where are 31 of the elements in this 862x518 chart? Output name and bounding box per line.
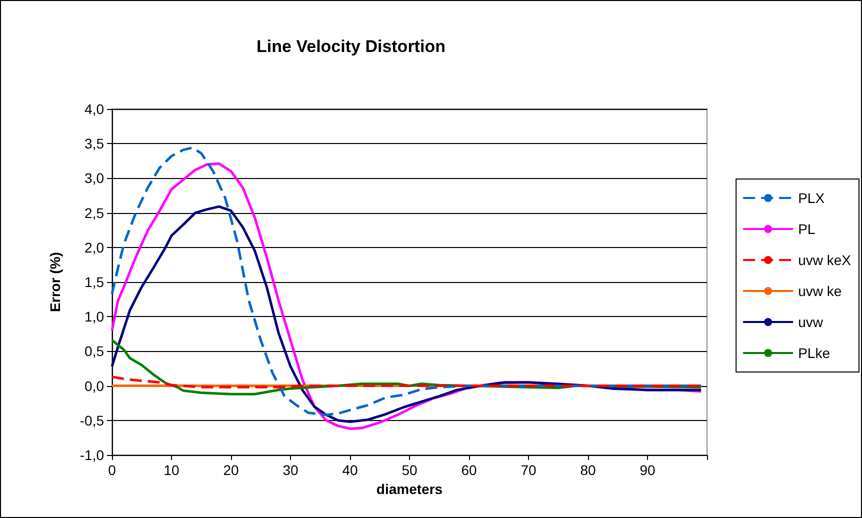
x-tick-label: 20	[223, 462, 239, 478]
y-tick-label: 2,5	[84, 204, 104, 221]
x-tick-label: 50	[402, 462, 418, 478]
x-tick-label: 70	[520, 462, 536, 478]
chart-title: Line Velocity Distortion	[256, 37, 446, 56]
x-tick-label: 90	[640, 462, 656, 478]
y-tick-label: 2,0	[84, 239, 104, 256]
x-tick-label: 40	[342, 462, 358, 478]
y-tick-label: 0,5	[84, 343, 104, 360]
x-tick-label: 80	[580, 462, 596, 478]
legend-label: uvw ke	[798, 283, 842, 299]
x-tick-label: 0	[108, 462, 116, 478]
legend-label: PLX	[798, 190, 826, 206]
y-tick-label: 3,0	[84, 170, 104, 186]
y-tick-label: 1,0	[84, 308, 104, 325]
legend-label: PLke	[798, 345, 830, 361]
legend-label: uvw	[798, 314, 824, 330]
line-series	[110, 205, 702, 424]
legend-label: uvw keX	[798, 252, 852, 268]
y-axis-title: Error (%)	[47, 252, 63, 312]
y-tick-label: -0,5	[80, 412, 104, 428]
y-tick-label: 0,0	[84, 378, 104, 394]
legend-label: PL	[798, 221, 816, 237]
x-axis-title: diameters	[376, 480, 443, 497]
y-tick-label: 1,5	[84, 274, 104, 290]
x-tick-label: 10	[164, 462, 180, 478]
y-tick-label: -1,0	[80, 447, 104, 463]
y-tick-label: 3,5	[84, 136, 104, 152]
x-tick-label: 30	[282, 462, 298, 478]
y-tick-label: 4,0	[84, 101, 104, 117]
x-tick-label: 60	[461, 462, 477, 478]
